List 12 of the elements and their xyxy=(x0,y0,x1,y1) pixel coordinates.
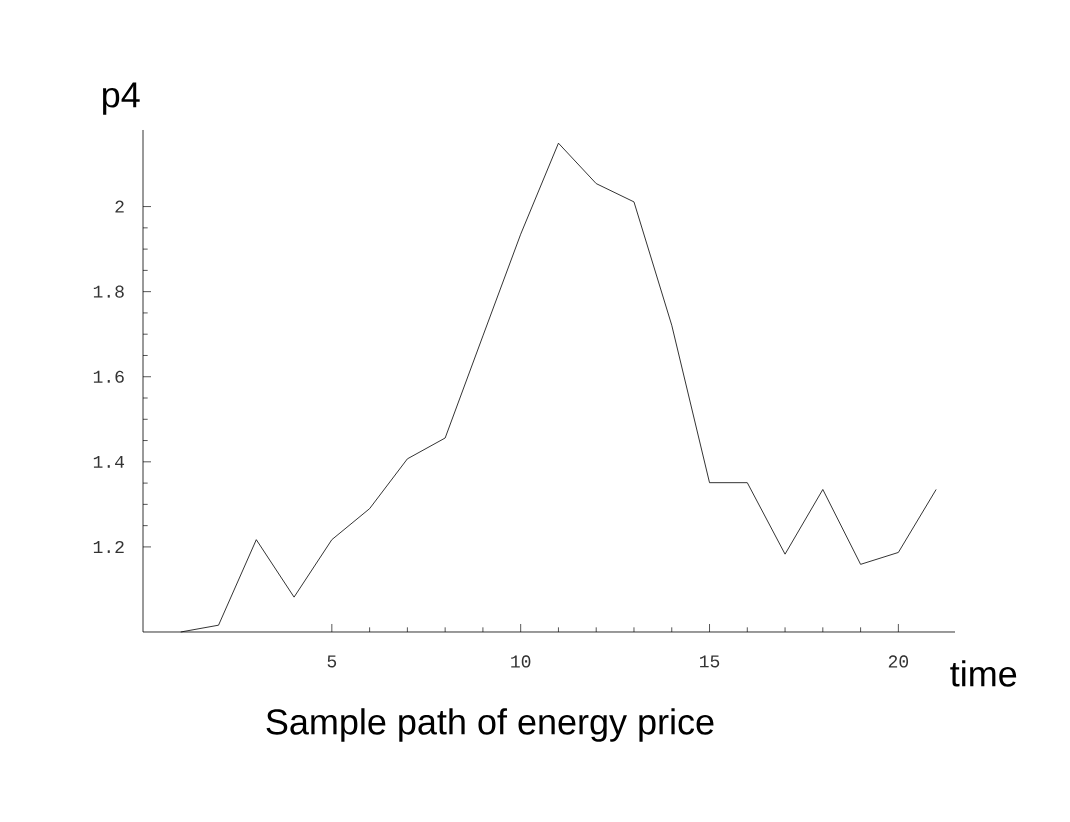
x-tick-label: 20 xyxy=(888,655,909,668)
y-axis-title: p4 xyxy=(103,82,140,115)
y-tick-label: 2 xyxy=(115,200,124,213)
x-tick-label: 5 xyxy=(327,655,337,668)
y-tick-label: 1.2 xyxy=(93,540,124,553)
y-tick-label: 1.6 xyxy=(93,370,124,383)
x-tick-label: 15 xyxy=(700,655,720,668)
x-tick-label: 10 xyxy=(511,655,531,668)
text: Sample path of energy price xyxy=(266,708,714,742)
y-tick-label: 1.4 xyxy=(93,455,125,468)
x-axis-title: time xyxy=(950,660,1017,687)
y-tick-label: 1.8 xyxy=(93,285,124,298)
